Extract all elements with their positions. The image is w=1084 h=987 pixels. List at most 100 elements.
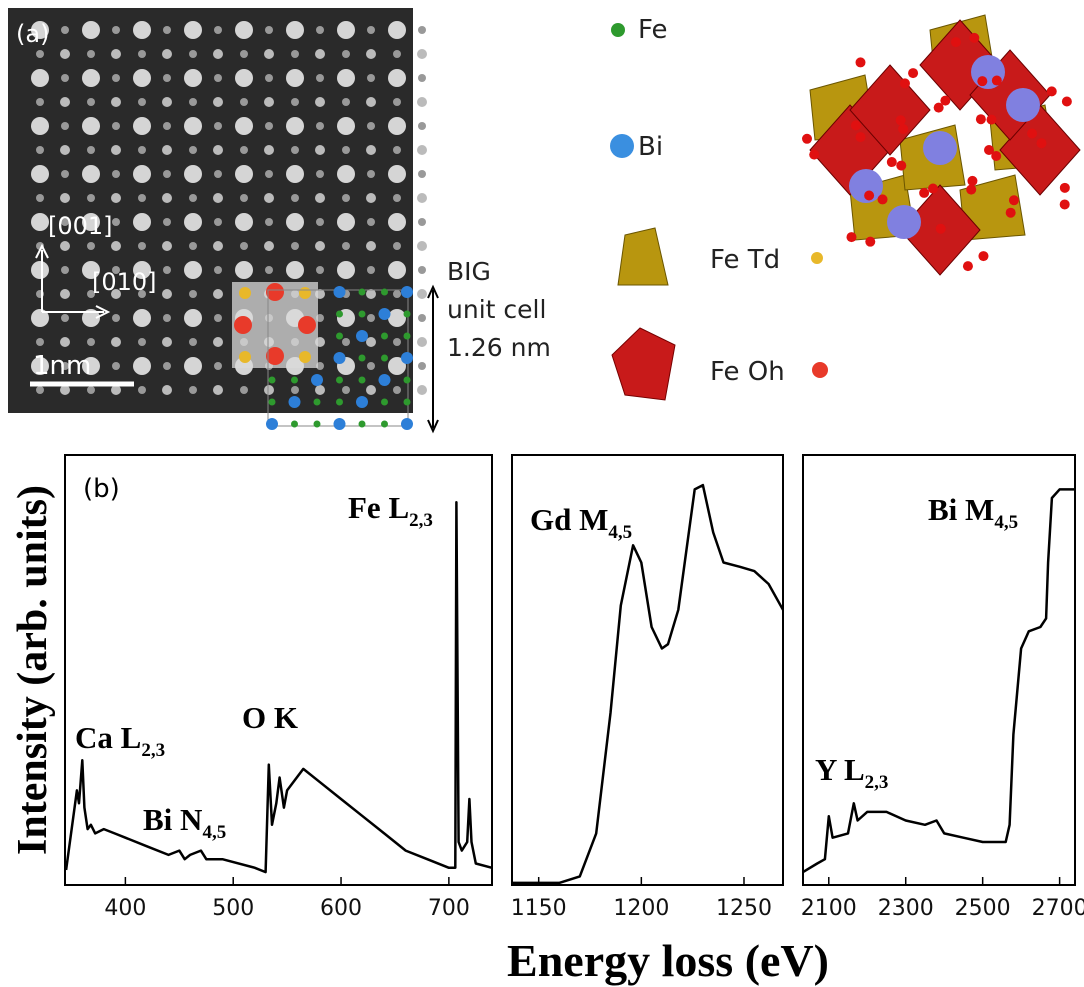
atom-column <box>189 194 197 202</box>
bi-sphere <box>1006 88 1040 122</box>
atom-column <box>111 97 121 107</box>
o-sphere <box>1027 128 1038 139</box>
atom-column <box>60 385 70 395</box>
legend-label: Fe Td <box>710 245 780 275</box>
peak-label-sub: 4,5 <box>202 822 226 843</box>
atom-column <box>264 241 274 251</box>
atom-column <box>184 21 202 39</box>
atom-column <box>417 49 427 59</box>
atom-column <box>235 261 253 279</box>
atom-column <box>264 385 274 395</box>
fe-atom <box>358 288 366 296</box>
atom-column <box>337 117 355 135</box>
atom-column <box>265 218 273 226</box>
peak-label-sub: 2,3 <box>865 772 889 793</box>
o-sphere <box>865 236 876 247</box>
fe-td <box>239 351 251 363</box>
atom-column <box>82 21 100 39</box>
atom-column <box>291 242 299 250</box>
fe-atom <box>358 376 366 384</box>
o-sphere <box>935 223 946 234</box>
atom-column <box>342 386 350 394</box>
bi-sphere <box>887 205 921 239</box>
peak-label-text: Ca L <box>75 720 141 755</box>
atom-column <box>342 146 350 154</box>
atom-column <box>31 261 49 279</box>
atom-column <box>393 338 401 346</box>
atom-column <box>61 314 69 322</box>
bi-atom <box>356 396 368 408</box>
atom-column <box>366 241 376 251</box>
atom-column <box>163 266 171 274</box>
atom-column <box>418 266 426 274</box>
atom-column <box>162 385 172 395</box>
fe-atom <box>403 376 411 384</box>
atom-column <box>291 50 299 58</box>
o-sphere <box>855 132 866 143</box>
fe-atom <box>381 332 388 340</box>
atom-column <box>265 266 273 274</box>
atom-column <box>418 314 426 322</box>
fe-atom <box>358 310 366 318</box>
atom-column <box>133 261 151 279</box>
crystal-structure <box>802 14 1081 276</box>
atom-column <box>111 145 121 155</box>
atom-column <box>417 385 427 395</box>
atom-column <box>31 165 49 183</box>
legend-label: Bi <box>638 132 663 162</box>
o-sphere <box>962 261 973 272</box>
atom-column <box>36 146 44 154</box>
fe-atom <box>268 398 276 406</box>
o-sphere <box>967 175 978 186</box>
atom-column <box>315 145 325 155</box>
peak-label: Gd M4,5 <box>530 502 632 543</box>
atom-column <box>235 213 253 231</box>
atom-column <box>31 309 49 327</box>
atom-column <box>112 170 120 178</box>
atom-column <box>61 26 69 34</box>
atom-column <box>213 49 223 59</box>
atom-column <box>418 26 426 34</box>
atom-column <box>163 314 171 322</box>
fe-td <box>239 287 251 299</box>
o-sphere <box>1008 195 1019 206</box>
atom-column <box>162 49 172 59</box>
x-tick-label: 400 <box>104 896 146 921</box>
fe-atom <box>381 354 388 362</box>
atom-column <box>111 337 121 347</box>
atom-column <box>111 49 121 59</box>
atom-column <box>388 21 406 39</box>
td-dot <box>811 252 823 264</box>
atom-column <box>87 98 95 106</box>
atom-column <box>367 314 375 322</box>
peak-label-sub: 2,3 <box>141 740 165 761</box>
atom-column <box>286 213 304 231</box>
atom-column <box>393 146 401 154</box>
atom-column <box>367 74 375 82</box>
atom-column <box>388 213 406 231</box>
atom-column <box>366 97 376 107</box>
x-tick-label: 500 <box>212 896 254 921</box>
fe-oh <box>266 283 284 301</box>
peak-label: Ca L2,3 <box>75 720 165 761</box>
x-tick-label: 2300 <box>878 896 934 921</box>
plot-frame <box>802 454 1076 886</box>
atom-column <box>367 362 375 370</box>
atom-column <box>111 193 121 203</box>
atom-column <box>393 194 401 202</box>
bi-atom <box>378 374 391 386</box>
o-sphere <box>977 76 988 87</box>
fe-td <box>299 287 311 299</box>
atom-column <box>60 289 70 299</box>
atom-column <box>337 213 355 231</box>
x-tick-label: 1200 <box>613 896 669 921</box>
atom-column <box>163 218 171 226</box>
atom-column <box>138 146 146 154</box>
atom-column <box>316 26 324 34</box>
atom-column <box>388 357 406 375</box>
fe-atom <box>381 420 388 428</box>
bi-atom <box>333 418 346 430</box>
atom-column <box>112 266 120 274</box>
atom-column <box>31 117 49 135</box>
fe-td <box>299 351 311 363</box>
